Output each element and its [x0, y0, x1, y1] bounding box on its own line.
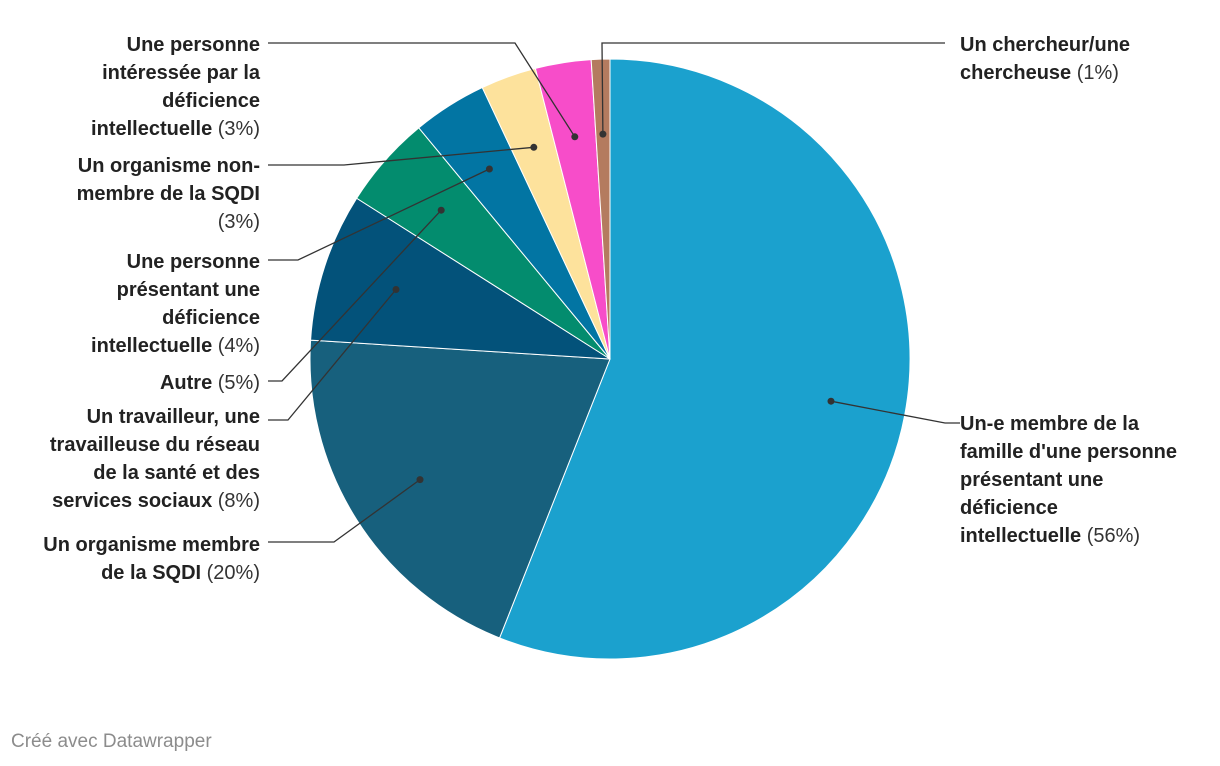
slice-percent-8: (1%) — [1071, 62, 1119, 84]
leader-lines — [268, 42, 960, 543]
leader-dot-6 — [530, 143, 538, 151]
slice-percent-2: (20%) — [201, 562, 260, 584]
leader-dot-4 — [437, 206, 445, 214]
leader-dot-7 — [571, 133, 579, 141]
slice-label-4: Autre (5%) — [160, 372, 260, 394]
leader-line-2 — [268, 479, 421, 543]
pie-slice-2 — [309, 339, 611, 639]
leader-dot-3 — [392, 286, 400, 293]
leader-dot-2 — [416, 476, 424, 484]
leader-line-3 — [268, 289, 397, 421]
pie-slice-3 — [310, 197, 611, 360]
slice-label-2: Un organisme membre de la SQDI (20%) — [43, 534, 260, 584]
slice-percent-7: (3%) — [212, 118, 260, 140]
slice-percent-1: (56%) — [1081, 525, 1140, 547]
leader-dot-8 — [599, 130, 607, 138]
slice-percent-6: (3%) — [218, 211, 260, 233]
slice-label-7: Une personne intéressée par la déficience i… — [91, 34, 261, 140]
slice-label-6: Un organisme non-membre de la SQDI (3%) — [77, 155, 260, 233]
slice-percent-4: (5%) — [212, 372, 260, 394]
leader-line-1 — [830, 400, 960, 424]
datawrapper-credit: Créé avec Datawrapper — [11, 731, 212, 752]
leader-line-4 — [268, 209, 442, 382]
leader-line-5 — [268, 168, 490, 261]
leader-line-8 — [601, 42, 945, 135]
slice-percent-5: (4%) — [212, 335, 260, 357]
slice-label-5: Une personne présentant une déficience inte… — [91, 251, 260, 357]
slice-label-1: Un-e membre de la famille d'une personne p… — [960, 413, 1177, 547]
leader-line-6 — [268, 146, 534, 166]
leader-dot-5 — [485, 165, 493, 173]
pie-slices — [309, 58, 911, 660]
slice-labels: Un-e membre de la famille d'une personne p… — [43, 34, 1177, 584]
slice-label-3: Un travailleur, une travailleuse du résea… — [50, 406, 260, 512]
slice-percent-3: (8%) — [212, 490, 260, 512]
leader-line-7 — [268, 42, 576, 138]
slice-label-8: Un chercheur/une chercheuse (1%) — [960, 34, 1130, 84]
leader-dot-1 — [827, 397, 835, 405]
